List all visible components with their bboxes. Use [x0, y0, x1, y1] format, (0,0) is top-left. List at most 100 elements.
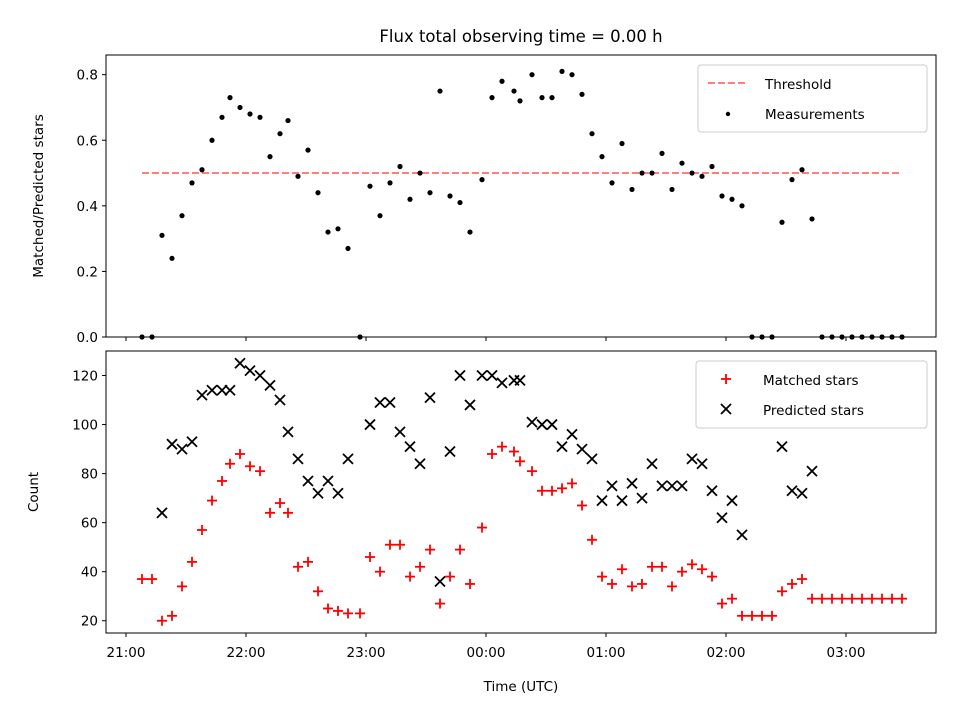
measurements-point: [237, 104, 243, 111]
top-y-tick-label: 0.6: [77, 133, 98, 149]
measurements-point: [407, 196, 413, 202]
measurements-point: [699, 173, 705, 179]
measurements-point: [335, 226, 341, 232]
top-y-tick-label: 0.2: [77, 264, 98, 280]
measurements-point: [679, 160, 685, 166]
predicted-stars-point: [166, 438, 178, 450]
predicted-stars-point: [374, 396, 386, 409]
predicted-stars-point: [216, 384, 228, 396]
matched-stars-point: [687, 559, 697, 570]
top-y-tick-label: 0.4: [77, 199, 98, 215]
matched-stars-point: [567, 478, 577, 489]
predicted-stars-point: [224, 384, 236, 396]
predicted-stars-point: [496, 377, 508, 389]
predicted-stars-point: [696, 458, 708, 470]
predicted-stars-point: [596, 494, 608, 507]
predicted-stars-point: [514, 374, 526, 387]
predicted-stars-point: [476, 369, 488, 382]
top-y-axis-ticks: 0.0 0.2 0.4 0.6 0.8: [77, 68, 106, 346]
measurements-point: [609, 180, 615, 186]
matched-stars-point: [405, 571, 415, 582]
matched-stars-point: [827, 593, 837, 604]
predicted-stars-point: [424, 391, 436, 404]
measurements-point: [739, 203, 745, 209]
matched-stars-point: [537, 485, 547, 496]
measurements-point: [277, 131, 283, 137]
bottom-x-tick-label: 03:00: [827, 645, 866, 661]
top-panel: 0.00.20.40.60.8 Matched/Predicted stars …: [31, 54, 937, 346]
predicted-stars-point: [254, 369, 266, 382]
matched-stars-point: [787, 578, 797, 589]
matched-stars-point: [677, 566, 687, 577]
predicted-stars-point: [176, 443, 188, 455]
predicted-stars-point: [196, 389, 208, 401]
matched-stars-point: [333, 605, 343, 616]
bottom-x-axis-label: Time (UTC): [483, 679, 559, 695]
measurements-point: [257, 114, 263, 120]
matched-stars-point: [857, 593, 867, 604]
measurements-point: [689, 170, 695, 176]
matched-stars-point: [225, 458, 235, 469]
matched-stars-point: [187, 556, 197, 567]
matched-stars-point: [275, 498, 285, 509]
measurements-point: [305, 147, 311, 153]
measurements-point: [779, 219, 785, 225]
predicted-stars-point: [342, 453, 354, 465]
matched-stars-point: [235, 448, 245, 459]
top-axes-frame: [105, 54, 937, 338]
measurements-point: [417, 170, 423, 176]
matched-stars-point: [607, 578, 617, 589]
predicted-stars-point: [566, 428, 578, 441]
predicted-stars-point: [454, 369, 466, 382]
predicted-stars-point: [434, 575, 446, 588]
predicted-stars-point: [776, 440, 788, 453]
measurements-point: [559, 68, 565, 74]
predicted-stars-point: [206, 384, 218, 396]
legend-predicted-label: Predicted stars: [763, 403, 864, 419]
measurements-point: [179, 213, 185, 219]
bottom-x-tick-label: 22:00: [227, 645, 266, 661]
measurements-point: [479, 177, 485, 183]
predicted-stars-point: [716, 512, 728, 524]
measurements-point: [489, 95, 495, 101]
predicted-stars-point: [616, 494, 628, 507]
matched-stars-point: [747, 610, 757, 621]
bottom-legend-box: [695, 360, 928, 429]
predicted-stars-point: [536, 418, 548, 431]
matched-stars-point: [617, 564, 627, 575]
matched-stars-point: [293, 561, 303, 572]
bottom-legend: Matched stars Predicted stars: [695, 360, 928, 429]
matched-stars-point: [807, 593, 817, 604]
matched-stars-point: [837, 593, 847, 604]
predicted-stars-point: [302, 475, 314, 487]
predicted-stars-point: [736, 529, 748, 541]
bottom-y-tick-label: 120: [72, 369, 98, 385]
matched-stars-point: [657, 561, 667, 572]
predicted-stars-point: [806, 465, 818, 477]
measurements-point: [189, 180, 195, 186]
bottom-axes-frame: [105, 350, 937, 634]
legend-measurements-label: Measurements: [765, 107, 865, 123]
measurements-point: [315, 190, 321, 196]
legend-measurements-swatch: [725, 111, 731, 117]
matched-stars-point: [647, 561, 657, 572]
measurements-point: [295, 173, 301, 179]
measurements-point: [267, 154, 273, 160]
measurements-point: [367, 183, 373, 189]
measurements-point: [219, 114, 225, 120]
matched-stars-point: [395, 539, 405, 550]
bottom-x-tick-label: 00:00: [467, 645, 506, 661]
predicted-stars-point: [414, 458, 426, 470]
predicted-stars-point: [282, 426, 294, 438]
measurements-point: [437, 88, 443, 94]
matched-stars-point: [667, 581, 677, 592]
measurements-point: [227, 95, 233, 101]
predicted-stars-point: [234, 357, 246, 369]
matched-stars-point: [157, 615, 167, 626]
bottom-x-axis-ticks: 21:00 22:00 23:00 00:00 01:00 02:00 03:00: [107, 633, 866, 661]
predicted-stars-point: [486, 369, 498, 382]
predicted-stars-point: [186, 436, 198, 448]
matched-stars-point: [497, 441, 507, 452]
matched-stars-point: [207, 495, 217, 506]
